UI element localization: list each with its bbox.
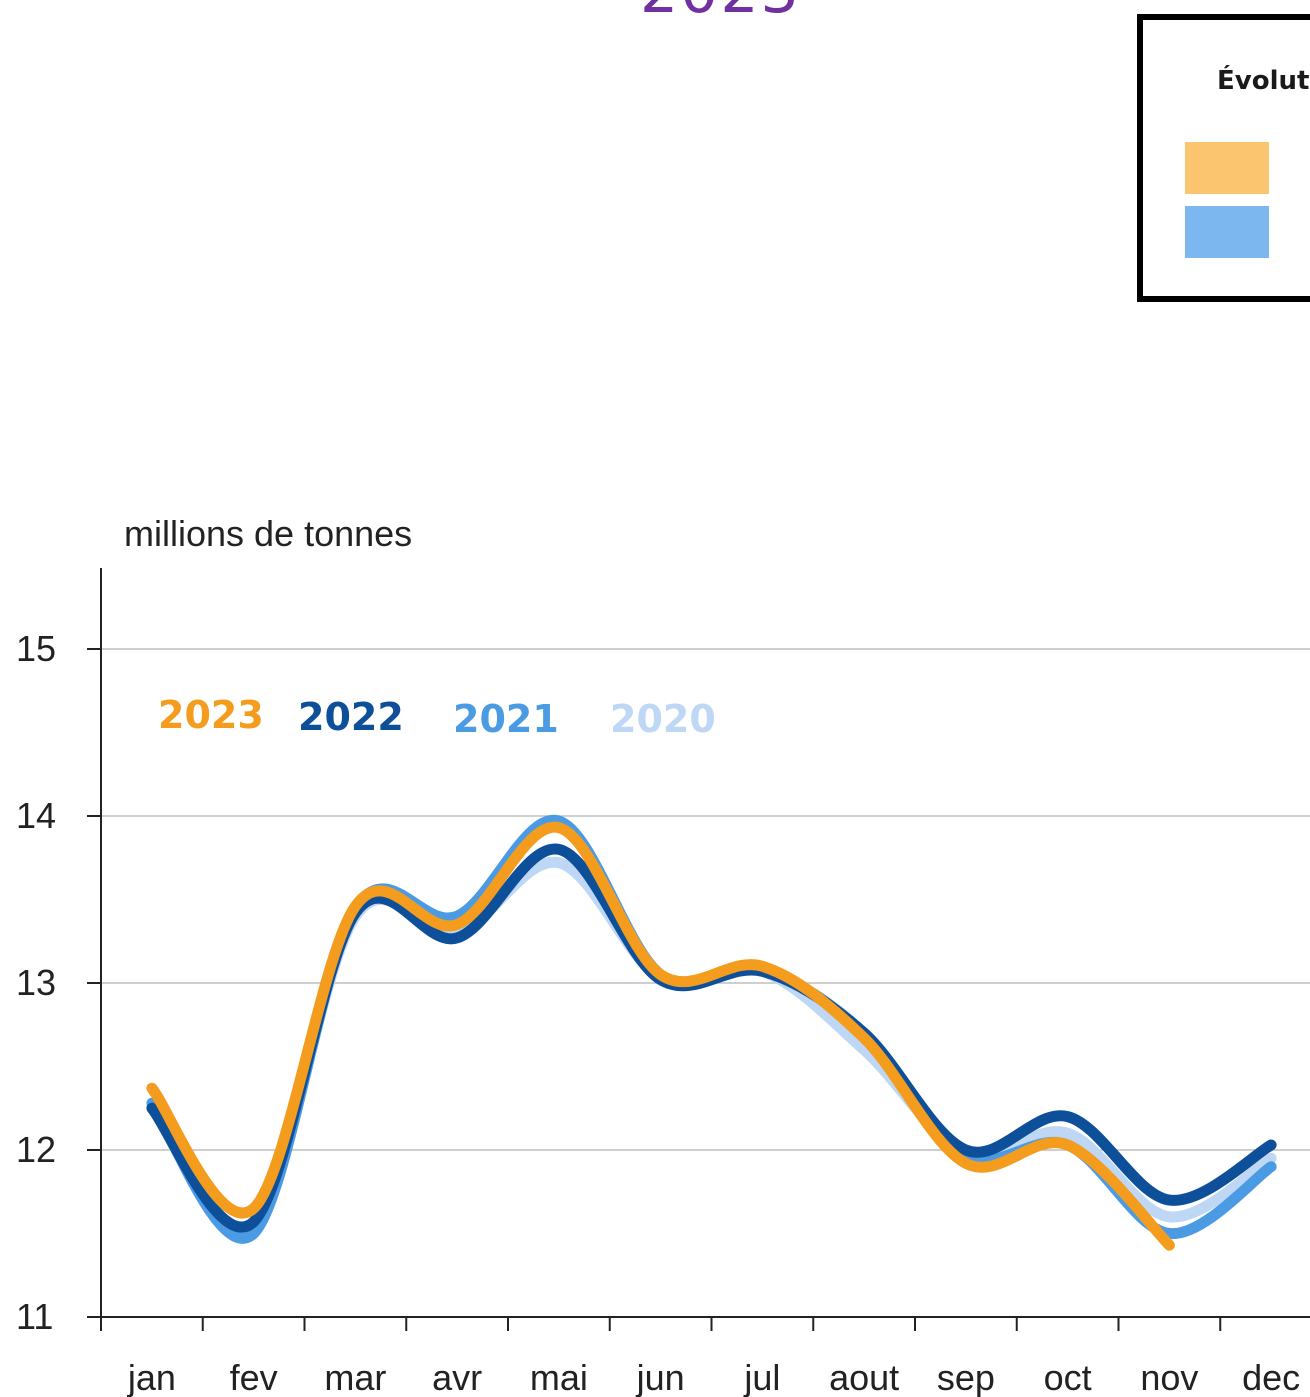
legend-swatch-orange (1185, 142, 1269, 194)
x-tick-label-sep: sep (937, 1357, 995, 1397)
legend-label-2023: 2023 (158, 693, 264, 737)
y-tick-label-14: 14 (16, 795, 56, 836)
legend-label-2021: 2021 (453, 697, 559, 741)
series-lines (146, 814, 1277, 1251)
y-tick-label-12: 12 (16, 1129, 56, 1170)
legend-title: Évoluti (1217, 66, 1310, 96)
legend-label-2022: 2022 (298, 695, 404, 739)
x-tick-label-jun: jun (636, 1357, 685, 1397)
page-title: 2023 (640, 0, 801, 22)
x-tick-label-avr: avr (432, 1357, 482, 1397)
y-tick-label-11: 11 (16, 1296, 53, 1337)
legend-box: Évoluti (1137, 14, 1310, 302)
x-tick-label-nov: nov (1140, 1357, 1198, 1397)
x-tick-label-aout: aout (829, 1357, 899, 1397)
axes: 11 12 13 14 15 jan fev mar avr mai jun jul aout sep oc… (16, 568, 1310, 1397)
y-tick-label-15: 15 (16, 628, 56, 669)
x-tick-label-jan: jan (127, 1357, 176, 1397)
x-tick-label-dec: dec (1242, 1357, 1300, 1397)
x-tick-label-oct: oct (1044, 1357, 1092, 1397)
x-tick-label-jul: jul (743, 1357, 780, 1397)
legend-swatch-blue (1185, 206, 1269, 258)
series-legend: 2023 2022 2021 2020 (158, 693, 716, 741)
x-tick-label-fev: fev (230, 1357, 278, 1397)
y-axis-label: millions de tonnes (124, 513, 412, 554)
x-tick-label-mar: mar (324, 1357, 386, 1397)
series-line-2023 (146, 821, 1175, 1251)
y-tick-label-13: 13 (16, 962, 56, 1003)
legend-label-2020: 2020 (610, 697, 716, 741)
x-tick-label-mai: mai (530, 1357, 588, 1397)
